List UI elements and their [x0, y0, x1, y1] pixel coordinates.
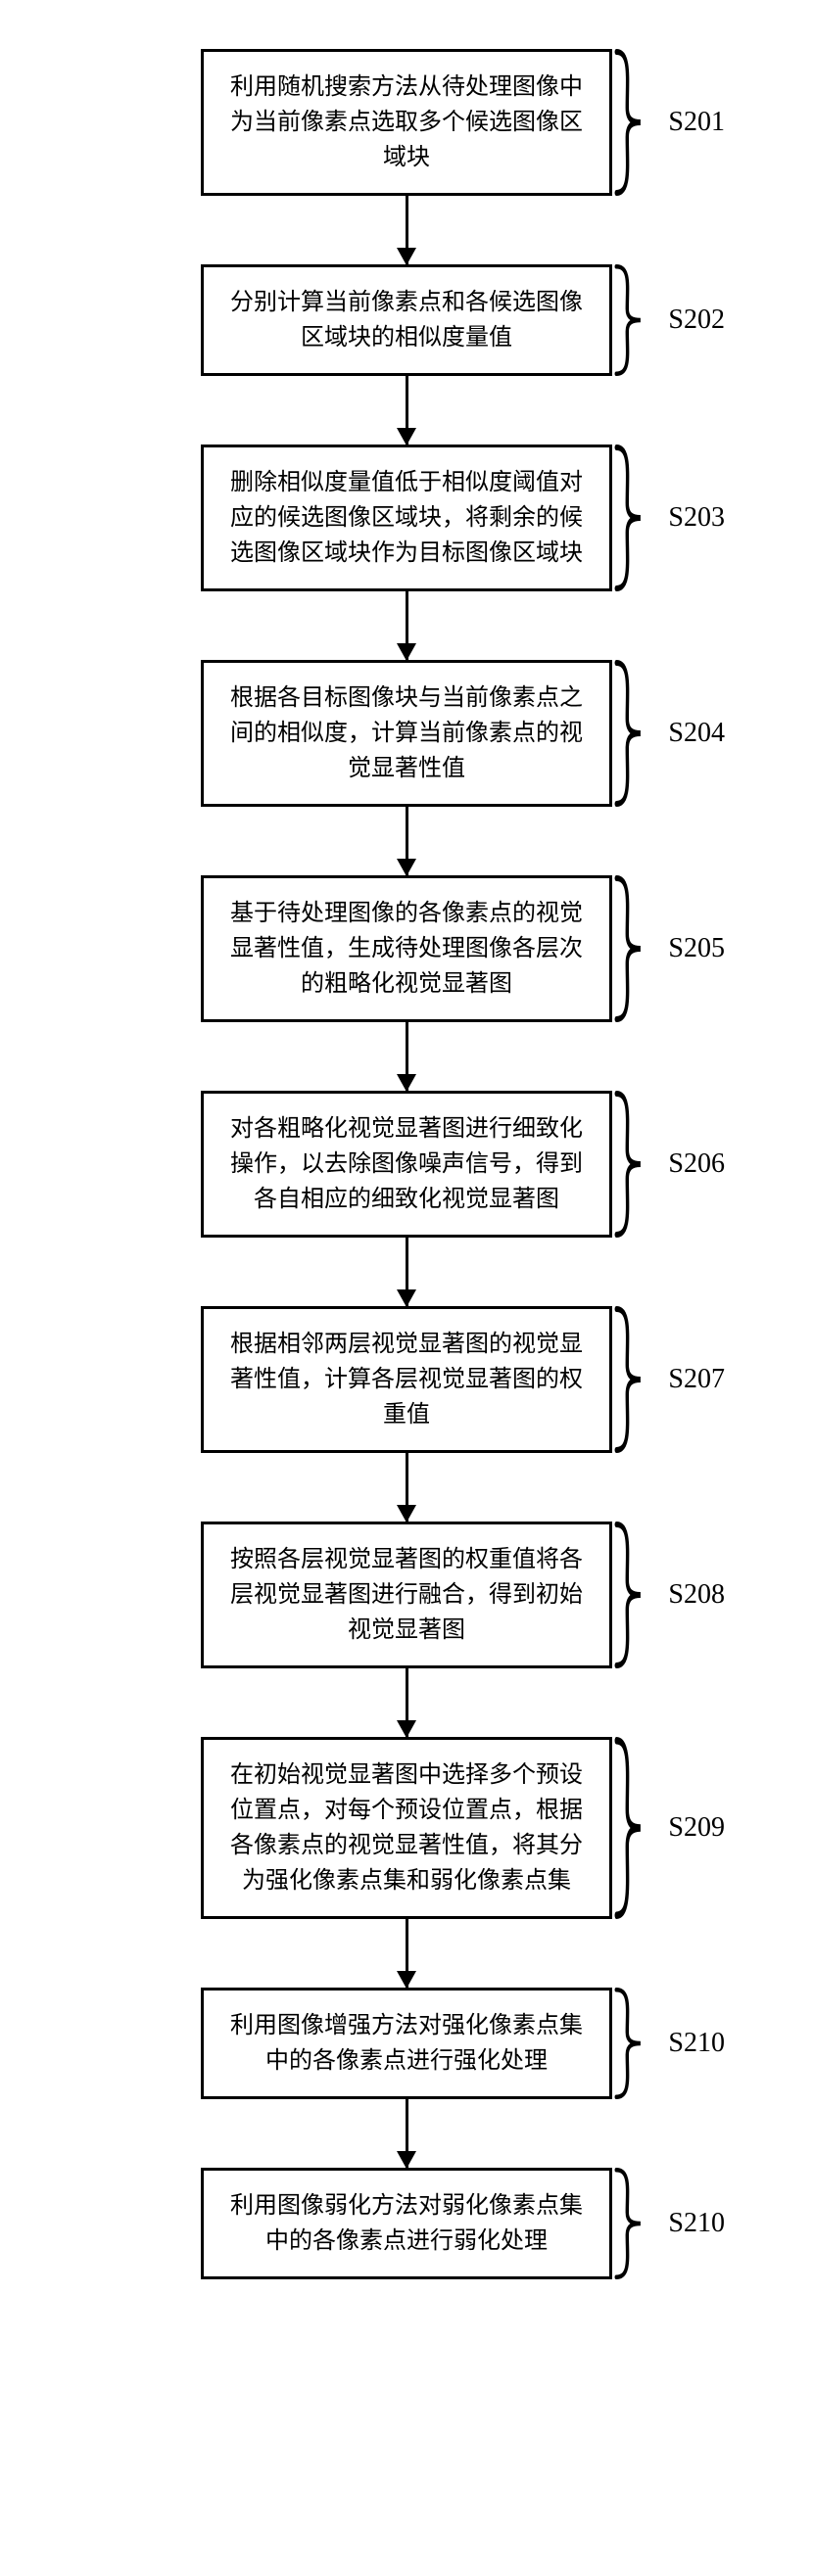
arrow-down-icon	[397, 1971, 416, 1989]
step-bracket	[612, 445, 646, 591]
flow-step-box: 删除相似度量值低于相似度阈值对应的候选图像区域块，将剩余的候选图像区域块作为目标…	[201, 445, 612, 591]
flow-step-box: 在初始视觉显著图中选择多个预设位置点，对每个预设位置点，根据各像素点的视觉显著性…	[201, 1737, 612, 1919]
arrow-down-icon	[397, 859, 416, 876]
step-bracket	[612, 1522, 646, 1668]
flow-connector	[0, 196, 813, 264]
arrow-down-icon	[397, 428, 416, 445]
flow-step-label: S210	[668, 2028, 725, 2059]
flowchart-container: 利用随机搜索方法从待处理图像中为当前像素点选取多个候选图像区域块 S201 分别计算…	[0, 0, 813, 2576]
flow-connector	[0, 591, 813, 660]
flow-step-row: 根据相邻两层视觉显著图的视觉显著性值，计算各层视觉显著图的权重值 S207	[0, 1306, 813, 1453]
flow-step-box: 根据各目标图像块与当前像素点之间的相似度，计算当前像素点的视觉显著性值	[201, 660, 612, 807]
step-bracket	[612, 264, 646, 376]
flow-connector	[0, 807, 813, 875]
flow-step-row: 按照各层视觉显著图的权重值将各层视觉显著图进行融合，得到初始视觉显著图 S208	[0, 1522, 813, 1668]
flow-step-row: 分别计算当前像素点和各候选图像区域块的相似度量值 S202	[0, 264, 813, 376]
step-bracket	[612, 49, 646, 196]
flow-step-box: 基于待处理图像的各像素点的视觉显著性值，生成待处理图像各层次的粗略化视觉显著图	[201, 875, 612, 1022]
step-bracket	[612, 1988, 646, 2099]
step-bracket	[612, 875, 646, 1022]
flow-step-box: 根据相邻两层视觉显著图的视觉显著性值，计算各层视觉显著图的权重值	[201, 1306, 612, 1453]
flow-step-label: S202	[668, 304, 725, 336]
arrow-down-icon	[397, 643, 416, 661]
arrow-down-icon	[397, 1289, 416, 1307]
arrow-down-icon	[397, 1720, 416, 1738]
flow-connector	[0, 376, 813, 445]
step-bracket	[612, 660, 646, 807]
arrow-down-icon	[397, 2151, 416, 2169]
flow-step-label: S210	[668, 2208, 725, 2239]
flow-step-label: S209	[668, 1812, 725, 1844]
flow-step-box: 利用图像弱化方法对弱化像素点集中的各像素点进行弱化处理	[201, 2168, 612, 2279]
flow-connector	[0, 1919, 813, 1988]
flow-step-label: S201	[668, 107, 725, 138]
flow-step-row: 利用随机搜索方法从待处理图像中为当前像素点选取多个候选图像区域块 S201	[0, 49, 813, 196]
flow-step-label: S206	[668, 1148, 725, 1180]
flow-step-label: S203	[668, 502, 725, 534]
arrow-down-icon	[397, 1074, 416, 1092]
flow-step-label: S205	[668, 933, 725, 964]
flow-step-box: 利用图像增强方法对强化像素点集中的各像素点进行强化处理	[201, 1988, 612, 2099]
flow-connector	[0, 1453, 813, 1522]
flow-connector	[0, 1238, 813, 1306]
flow-step-row: 在初始视觉显著图中选择多个预设位置点，对每个预设位置点，根据各像素点的视觉显著性…	[0, 1737, 813, 1919]
step-bracket	[612, 1306, 646, 1453]
flow-step-box: 分别计算当前像素点和各候选图像区域块的相似度量值	[201, 264, 612, 376]
step-bracket	[612, 2168, 646, 2279]
flow-step-box: 对各粗略化视觉显著图进行细致化操作，以去除图像噪声信号，得到各自相应的细致化视觉…	[201, 1091, 612, 1238]
flow-step-box: 按照各层视觉显著图的权重值将各层视觉显著图进行融合，得到初始视觉显著图	[201, 1522, 612, 1668]
flow-step-row: 对各粗略化视觉显著图进行细致化操作，以去除图像噪声信号，得到各自相应的细致化视觉…	[0, 1091, 813, 1238]
flow-step-label: S208	[668, 1579, 725, 1611]
flow-connector	[0, 1022, 813, 1091]
flow-step-row: 删除相似度量值低于相似度阈值对应的候选图像区域块，将剩余的候选图像区域块作为目标…	[0, 445, 813, 591]
flow-step-row: 利用图像增强方法对强化像素点集中的各像素点进行强化处理 S210	[0, 1988, 813, 2099]
flow-step-label: S204	[668, 718, 725, 749]
flow-step-row: 基于待处理图像的各像素点的视觉显著性值，生成待处理图像各层次的粗略化视觉显著图 S…	[0, 875, 813, 1022]
flow-connector	[0, 2099, 813, 2168]
flow-step-box: 利用随机搜索方法从待处理图像中为当前像素点选取多个候选图像区域块	[201, 49, 612, 196]
arrow-down-icon	[397, 1505, 416, 1522]
flow-step-label: S207	[668, 1364, 725, 1395]
arrow-down-icon	[397, 248, 416, 265]
step-bracket	[612, 1737, 646, 1919]
flow-connector	[0, 1668, 813, 1737]
flow-step-row: 根据各目标图像块与当前像素点之间的相似度，计算当前像素点的视觉显著性值 S204	[0, 660, 813, 807]
flow-step-row: 利用图像弱化方法对弱化像素点集中的各像素点进行弱化处理 S210	[0, 2168, 813, 2279]
step-bracket	[612, 1091, 646, 1238]
